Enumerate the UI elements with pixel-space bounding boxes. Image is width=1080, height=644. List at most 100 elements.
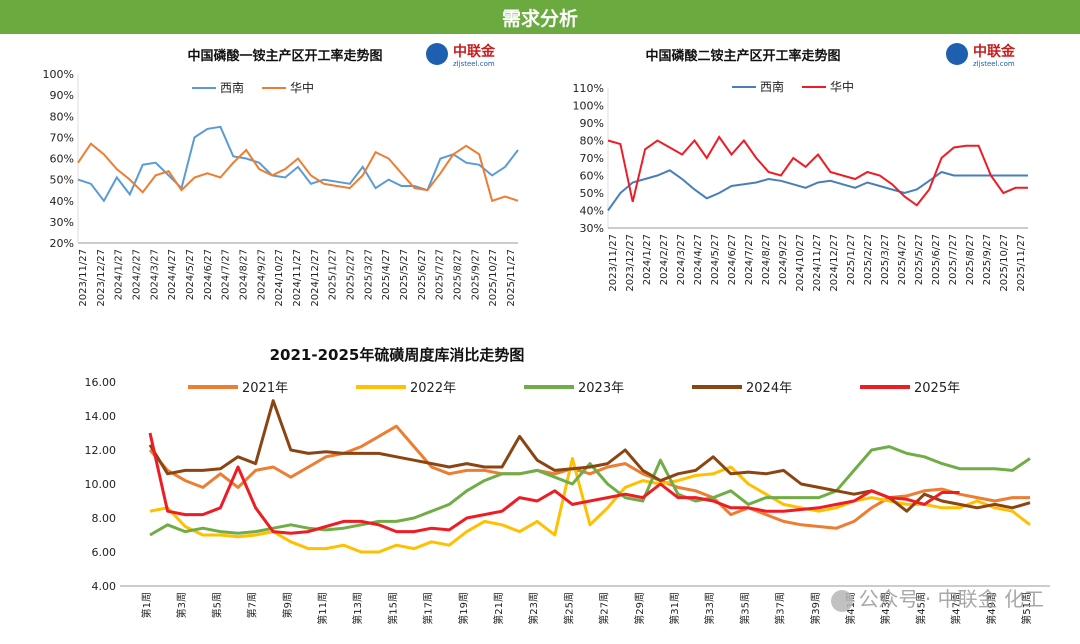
x-tick-label: 第43周 [879, 592, 892, 625]
x-tick-label: 第31周 [668, 592, 681, 625]
chart-title: 中国磷酸二铵主产区开工率走势图 [645, 48, 840, 64]
x-tick-label: 第37周 [774, 592, 787, 625]
y-tick-label: 100% [43, 68, 74, 81]
x-tick-label: 2024/6/27 [727, 234, 738, 285]
x-tick-label: 2024/12/27 [829, 234, 840, 292]
x-tick-label: 第35周 [738, 592, 751, 625]
legend-label: 华中 [830, 79, 854, 94]
legend-label: 华中 [290, 80, 314, 95]
x-tick-label: 2025/9/27 [470, 249, 481, 300]
y-tick-label: 14.00 [85, 410, 117, 423]
series-line [607, 135, 1028, 207]
legend-label: 2021年 [242, 381, 288, 396]
x-tick-label: 第9周 [281, 592, 294, 618]
x-tick-label: 2024/9/27 [778, 234, 789, 285]
x-tick-label: 2025/4/27 [897, 234, 908, 285]
y-tick-label: 90% [580, 117, 604, 130]
y-tick-label: 90% [50, 89, 74, 102]
x-tick-label: 2024/3/27 [676, 234, 687, 285]
x-tick-label: 2024/3/27 [149, 249, 160, 300]
x-tick-label: 2024/1/27 [114, 249, 125, 300]
x-tick-label: 2025/2/27 [863, 234, 874, 285]
y-tick-label: 60% [50, 153, 74, 166]
series-line [77, 142, 519, 203]
series-line [149, 445, 1031, 537]
x-tick-label: 2024/2/27 [132, 249, 143, 300]
y-tick-label: 30% [580, 222, 604, 235]
legend-label: 2023年 [578, 381, 624, 396]
logo-url: zljsteel.com [453, 60, 495, 68]
x-tick-label: 第19周 [457, 592, 470, 625]
y-tick-label: 10.00 [85, 478, 117, 491]
x-tick-label: 2023/11/27 [608, 234, 619, 292]
chart-sulfur-ratio: 2021-2025年硫磺周度库消比走势图 16.00 14.00 12.00 10.00… [60, 340, 1070, 640]
x-tick-label: 2025/9/27 [982, 234, 993, 285]
x-tick-label: 第51周 [1020, 592, 1033, 625]
x-tick-label: 2025/11/27 [1016, 234, 1027, 292]
x-tick-label: 2023/12/27 [625, 234, 636, 292]
x-tick-label: 第39周 [809, 592, 822, 625]
x-tick-label: 2025/3/27 [880, 234, 891, 285]
legend-label: 西南 [760, 79, 784, 94]
series-line [148, 424, 1030, 530]
y-tick-label: 8.00 [92, 512, 117, 525]
x-tick-label: 2024/11/27 [812, 234, 823, 292]
chart-title: 中国磷酸一铵主产区开工率走势图 [187, 48, 382, 64]
x-tick-label: 2025/10/27 [488, 249, 499, 307]
x-tick-label: 第33周 [703, 592, 716, 625]
x-tick-label: 第15周 [386, 592, 399, 625]
series-line [148, 432, 960, 535]
x-tick-label: 2025/2/27 [346, 249, 357, 300]
x-tick-label: 2024/8/27 [239, 249, 250, 300]
x-tick-label: 2025/8/27 [965, 234, 976, 285]
x-tick-label: 2024/11/27 [292, 249, 303, 307]
y-tick-label: 50% [50, 174, 74, 187]
logo-icon [946, 43, 968, 65]
x-tick-label: 第17周 [422, 592, 435, 625]
logo-icon [426, 43, 448, 65]
y-tick-label: 70% [580, 152, 604, 165]
x-tick-label: 2024/9/27 [256, 249, 267, 300]
x-tick-label: 2024/8/27 [761, 234, 772, 285]
x-tick-label: 2024/7/27 [744, 234, 755, 285]
x-tick-label: 2024/10/27 [795, 234, 806, 292]
x-tick-label: 第13周 [351, 592, 364, 625]
y-tick-label: 16.00 [85, 376, 117, 389]
y-tick-label: 80% [50, 110, 74, 123]
x-tick-label: 2024/1/27 [642, 234, 653, 285]
x-tick-label: 第23周 [527, 592, 540, 625]
y-tick-label: 80% [580, 135, 604, 148]
x-tick-label: 第5周 [210, 592, 223, 618]
section-header: 需求分析 [0, 0, 1080, 34]
y-tick-label: 30% [50, 216, 74, 229]
x-tick-label: 2025/11/27 [506, 249, 517, 307]
y-tick-label: 12.00 [85, 444, 117, 457]
x-tick-label: 第45周 [914, 592, 927, 625]
legend-label: 2025年 [914, 381, 960, 396]
chart-map-operating-rate: 中国磷酸一铵主产区开工率走势图 中联金 zljsteel.com 100% 90% 80%… [40, 38, 530, 323]
series-line [148, 399, 1031, 513]
x-tick-label: 2025/4/27 [381, 249, 392, 300]
x-tick-label: 2024/7/27 [221, 249, 232, 300]
x-tick-label: 第7周 [246, 592, 259, 618]
x-tick-label: 2024/12/27 [310, 249, 321, 307]
x-tick-label: 2025/7/27 [435, 249, 446, 300]
logo-name: 中联金 [973, 43, 1016, 60]
x-tick-label: 2025/5/27 [914, 234, 925, 285]
chart-title: 2021-2025年硫磺周度库消比走势图 [270, 346, 525, 364]
series-line [77, 125, 519, 203]
x-tick-label: 2025/8/27 [453, 249, 464, 300]
logo-name: 中联金 [453, 43, 496, 60]
y-tick-label: 40% [580, 205, 604, 218]
x-tick-label: 2025/7/27 [948, 234, 959, 285]
x-tick-label: 第3周 [175, 592, 188, 618]
x-tick-label: 2025/10/27 [999, 234, 1010, 292]
x-tick-label: 2025/1/27 [846, 234, 857, 285]
x-tick-label: 2024/2/27 [659, 234, 670, 285]
legend-label: 西南 [220, 80, 244, 95]
x-tick-label: 第21周 [492, 592, 505, 625]
